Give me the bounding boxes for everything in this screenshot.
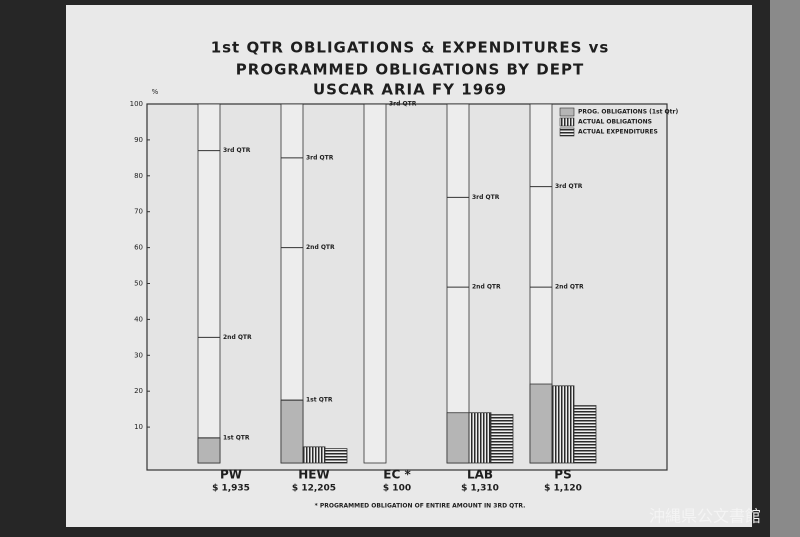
y-tick-label: 50 <box>134 280 143 288</box>
x-tick-label: EC * <box>383 468 411 482</box>
x-tick-label: PS <box>554 468 571 482</box>
bar <box>197 437 221 464</box>
y-tick-label: 90 <box>134 136 143 144</box>
program-column <box>446 103 470 464</box>
bar <box>446 412 470 464</box>
bar <box>551 385 575 464</box>
quarter-label: 2nd QTR <box>472 284 501 291</box>
title-line: PROGRAMMED OBLIGATIONS BY DEPT <box>236 61 584 79</box>
quarter-label: 3rd QTR <box>472 194 500 201</box>
amount-label: $ 100 <box>383 484 411 494</box>
legend-swatch <box>559 127 575 137</box>
y-tick-label: 20 <box>134 387 143 395</box>
legend-label: ACTUAL OBLIGATIONS <box>578 119 652 126</box>
amount-label: $ 1,120 <box>544 484 582 494</box>
legend-label: ACTUAL EXPENDITURES <box>578 129 658 136</box>
bar <box>324 448 348 464</box>
legend-swatch <box>559 117 575 127</box>
quarter-label: 2nd QTR <box>306 244 335 251</box>
bar <box>529 383 553 464</box>
y-tick-label: 30 <box>134 351 143 359</box>
y-tick-label: 40 <box>134 315 143 323</box>
wall <box>770 0 800 537</box>
bar <box>573 405 597 464</box>
x-tick-label: HEW <box>298 468 329 482</box>
bar <box>468 412 492 464</box>
quarter-label: 1st QTR <box>306 397 333 404</box>
quarter-label: 1st QTR <box>223 434 250 441</box>
bar <box>280 399 304 464</box>
y-tick-label: 80 <box>134 172 143 180</box>
y-tick-label: 100 <box>130 100 143 108</box>
footnote: * PROGRAMMED OBLIGATION OF ENTIRE AMOUNT… <box>315 503 526 510</box>
title-line: USCAR ARIA FY 1969 <box>313 81 507 99</box>
x-tick-label: PW <box>220 468 242 482</box>
y-tick-label: 60 <box>134 244 143 252</box>
amount-label: $ 1,935 <box>212 484 250 494</box>
title-line: 1st QTR OBLIGATIONS & EXPENDITURES vs <box>211 39 610 57</box>
quarter-label: 3rd QTR <box>555 183 583 190</box>
quarter-label: 2nd QTR <box>555 284 584 291</box>
legend-swatch <box>559 107 575 117</box>
y-unit: % <box>152 88 159 96</box>
program-column <box>197 103 221 464</box>
legend-label: PROG. OBLIGATIONS (1st Qtr) <box>578 109 678 116</box>
quarter-label: 3rd QTR <box>223 147 251 154</box>
y-tick-label: 70 <box>134 208 143 216</box>
quarter-label: 2nd QTR <box>223 334 252 341</box>
watermark: 沖縄県公文書館 <box>649 507 761 526</box>
quarter-label: 3rd QTR <box>306 154 334 161</box>
bar <box>302 446 326 464</box>
program-column <box>363 103 387 464</box>
quarter-label: 3rd QTR <box>389 101 417 108</box>
y-tick-label: 10 <box>134 423 143 431</box>
amount-label: $ 1,310 <box>461 484 499 494</box>
x-tick-label: LAB <box>467 468 493 482</box>
amount-label: $ 12,205 <box>292 484 336 494</box>
bar <box>490 414 514 464</box>
